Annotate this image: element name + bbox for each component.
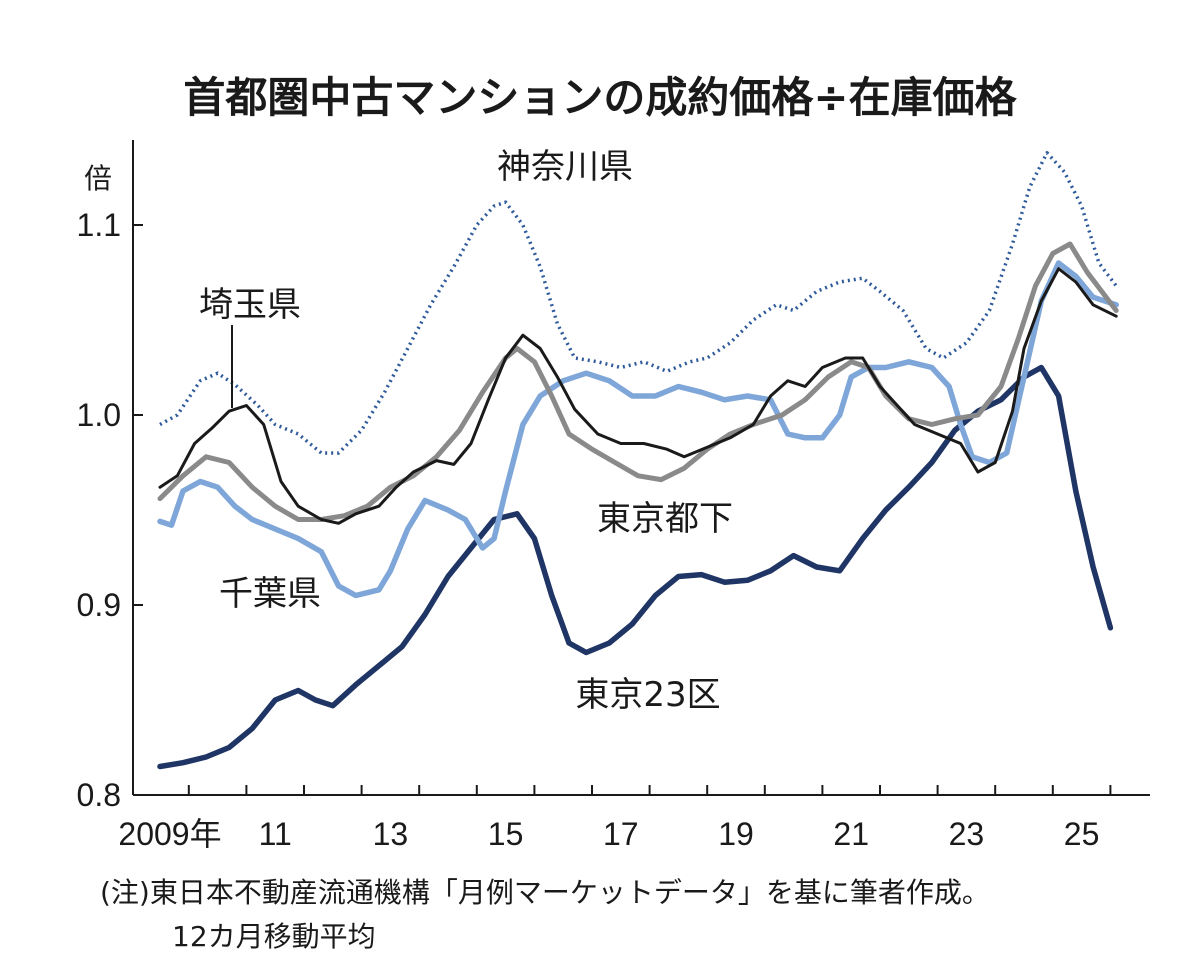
- y-tick-label: 0.9: [77, 587, 121, 623]
- series-group: [157, 151, 1119, 770]
- x-tick-label: 25: [1064, 816, 1100, 852]
- x-tick-label: 15: [488, 816, 524, 852]
- chart-title: 首都圏中古マンションの成約価格÷在庫価格: [183, 73, 1017, 122]
- x-tick-label: 19: [718, 816, 754, 852]
- x-tick-label: 21: [833, 816, 869, 852]
- x-ticks: 2009年 11 13 15 17 19 21 23 25: [118, 785, 1112, 852]
- series-label-埼玉県: 埼玉県: [199, 285, 301, 325]
- series-line-東京都下: [157, 241, 1119, 522]
- x-tick-label: 13: [373, 816, 409, 852]
- y-tick-label: 0.8: [77, 777, 121, 813]
- series-line-神奈川県: [159, 151, 1118, 455]
- y-axis-unit-label: 倍: [84, 162, 112, 195]
- series-line-埼玉県: [158, 267, 1118, 525]
- x-tick-label: 11: [259, 816, 292, 852]
- y-tick-label: 1.1: [77, 207, 121, 243]
- y-ticks: 0.8 0.9 1.0 1.1: [77, 207, 143, 813]
- axes: [132, 140, 1150, 796]
- series-label-東京都下: 東京都下: [597, 499, 733, 539]
- x-tick-label: 23: [949, 816, 985, 852]
- series-label-東京23区: 東京23区: [575, 675, 720, 715]
- x-tick-label: 2009年: [118, 816, 221, 852]
- series-label-神奈川県: 神奈川県: [497, 147, 633, 187]
- series-line-千葉県: [157, 260, 1119, 599]
- x-tick-label: 17: [603, 816, 639, 852]
- y-tick-label: 1.0: [77, 397, 121, 433]
- series-label-千葉県: 千葉県: [219, 574, 321, 614]
- method-note: 12カ月移動平均: [172, 920, 376, 953]
- source-note: (注)東日本不動産流通機構「月例マーケットデータ」を基に筆者作成。: [100, 876, 990, 909]
